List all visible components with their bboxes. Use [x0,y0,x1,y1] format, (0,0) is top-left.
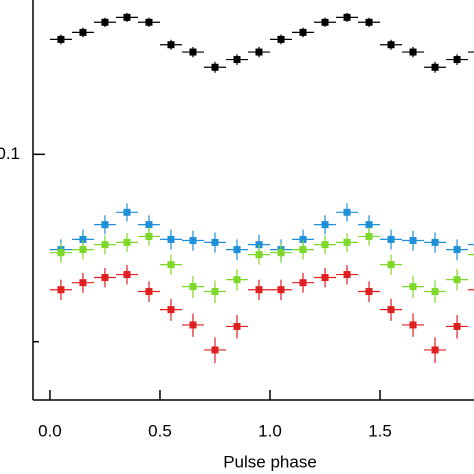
x-tick-label: 1.0 [258,421,282,440]
point [387,306,395,314]
point [387,261,395,269]
point [233,246,241,254]
point [453,276,461,284]
point [101,241,109,249]
point [189,321,197,329]
point [321,274,329,282]
point [277,249,285,257]
point [365,288,373,296]
point [211,346,219,354]
point [123,238,131,246]
point [145,18,153,26]
point [189,237,197,245]
point [277,286,285,294]
point [409,48,417,56]
point [167,235,175,243]
point [343,208,351,216]
point [101,18,109,26]
point [277,35,285,43]
point [189,48,197,56]
point [101,274,109,282]
x-tick-label: 1.5 [368,421,392,440]
point [167,261,175,269]
plot-area [49,12,474,364]
point [321,18,329,26]
point [431,346,439,354]
point [365,232,373,240]
point [211,288,219,296]
point [233,276,241,284]
point [79,246,87,254]
point [453,322,461,330]
point [79,235,87,243]
point [431,238,439,246]
x-tick-label: 0.5 [148,421,172,440]
point [299,235,307,243]
point [145,288,153,296]
point [101,221,109,229]
point [299,279,307,287]
point [255,48,263,56]
point [321,221,329,229]
point [343,271,351,279]
point [211,238,219,246]
point [57,249,65,257]
point [189,283,197,291]
point [299,246,307,254]
point [387,235,395,243]
point [387,41,395,49]
point [167,41,175,49]
point [343,13,351,21]
point [123,271,131,279]
point [145,232,153,240]
x-tick-label: 0.0 [38,421,62,440]
point [299,28,307,36]
point [409,321,417,329]
y-tick-label: 0.1 [0,144,20,163]
point [431,288,439,296]
point [365,221,373,229]
point [79,28,87,36]
point [233,56,241,64]
point [123,208,131,216]
point [409,283,417,291]
point [343,238,351,246]
point [145,221,153,229]
point [409,237,417,245]
point [123,13,131,21]
point [57,286,65,294]
point [453,56,461,64]
point [255,251,263,259]
point [233,322,241,330]
point [453,246,461,254]
point [431,63,439,71]
point [255,286,263,294]
point [321,241,329,249]
point [167,306,175,314]
point [255,241,263,249]
x-axis-label: Pulse phase [223,452,317,471]
point [57,35,65,43]
point [211,63,219,71]
point [79,279,87,287]
point [365,18,373,26]
